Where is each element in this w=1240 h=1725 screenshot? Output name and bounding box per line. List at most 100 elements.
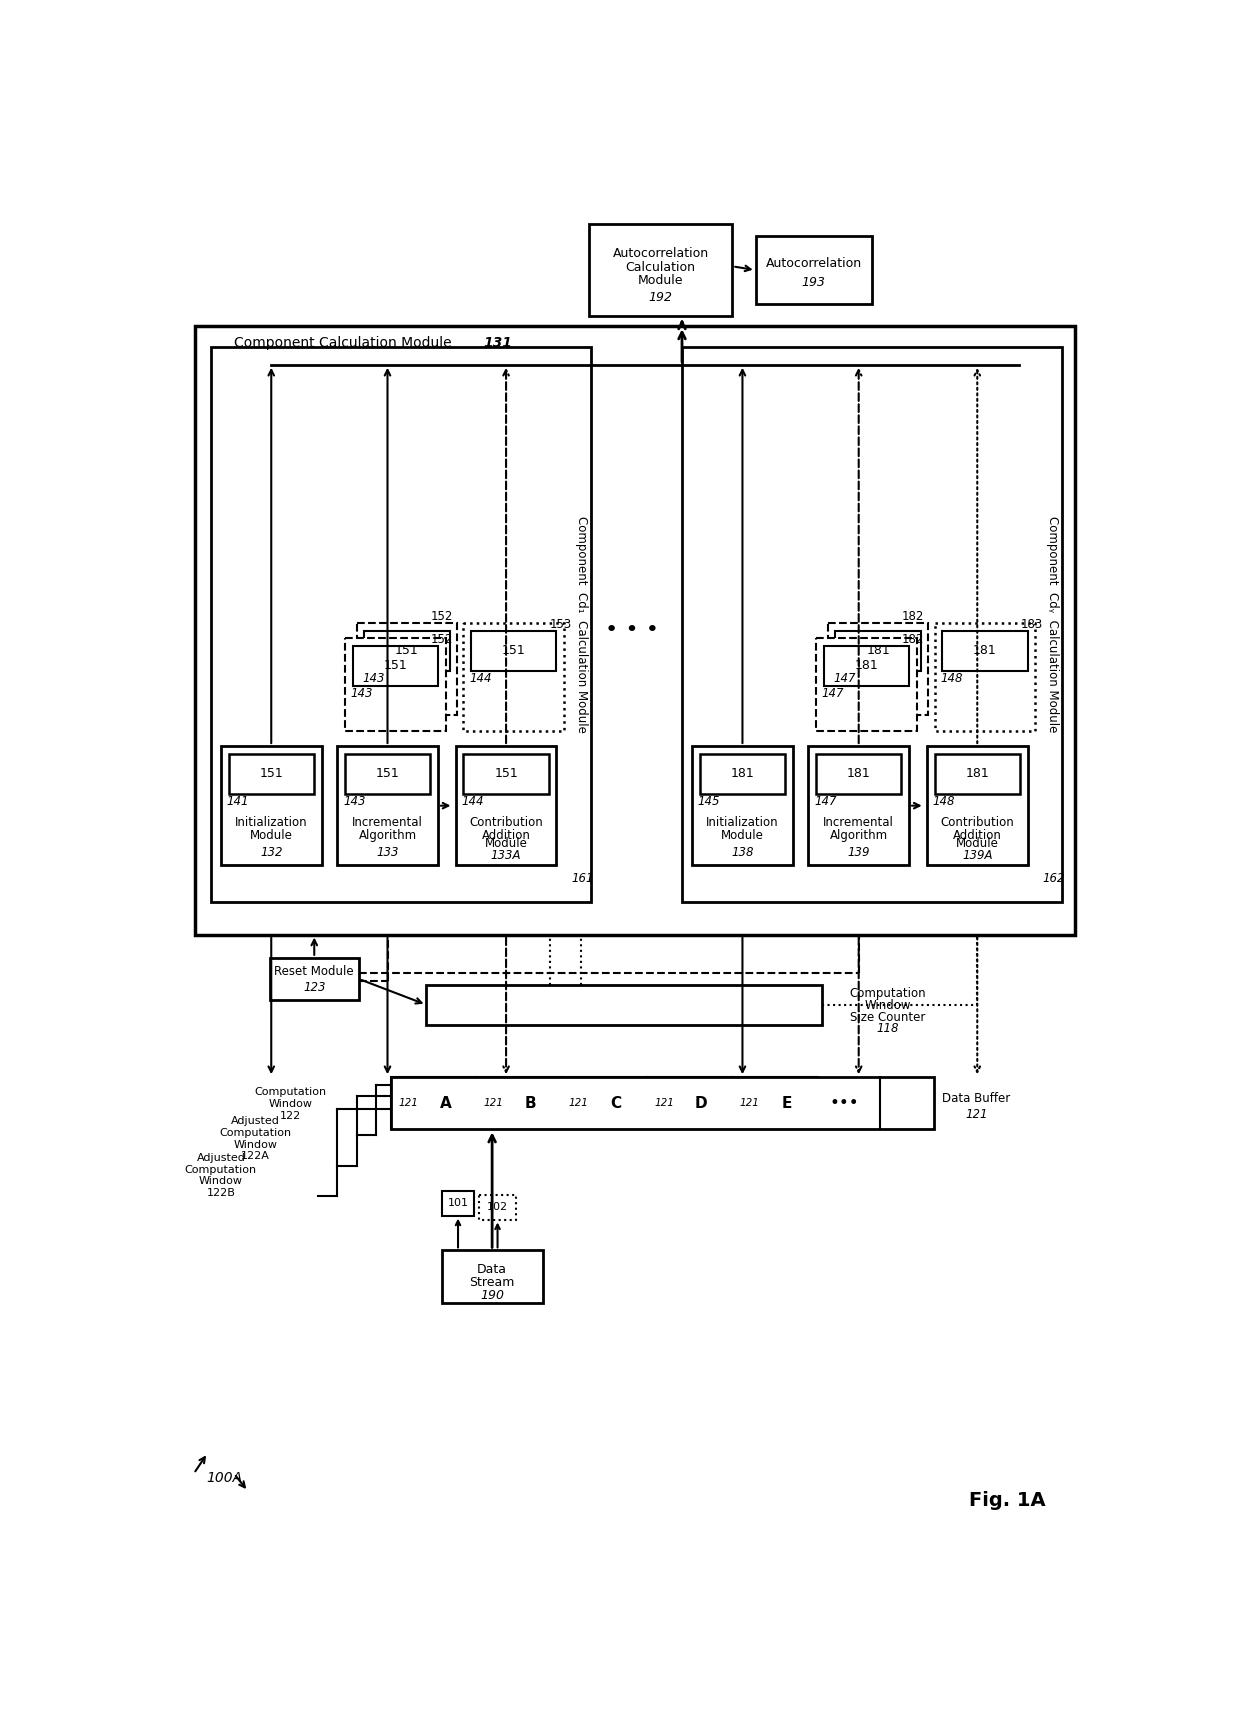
Bar bbox=[589, 224, 733, 316]
Text: E: E bbox=[781, 1095, 792, 1111]
Text: 193: 193 bbox=[802, 276, 826, 290]
Text: 144: 144 bbox=[461, 795, 484, 807]
Text: 181: 181 bbox=[847, 768, 870, 780]
Text: Autocorrelation: Autocorrelation bbox=[765, 257, 862, 269]
Text: 190: 190 bbox=[480, 1289, 505, 1301]
Text: 147: 147 bbox=[833, 671, 856, 685]
Bar bbox=[699, 754, 785, 794]
Text: 145: 145 bbox=[698, 795, 720, 807]
Text: 182: 182 bbox=[901, 611, 924, 623]
Bar bbox=[816, 638, 916, 731]
Text: 148: 148 bbox=[932, 795, 955, 807]
Text: 121: 121 bbox=[965, 1107, 988, 1121]
Bar bbox=[935, 754, 1019, 794]
Bar bbox=[441, 1251, 543, 1302]
Text: 133A: 133A bbox=[491, 849, 521, 862]
Text: Algorithm: Algorithm bbox=[358, 828, 417, 842]
Text: Initialization: Initialization bbox=[234, 816, 308, 830]
Text: Module: Module bbox=[720, 828, 764, 842]
Bar bbox=[935, 623, 1035, 731]
Text: 121: 121 bbox=[655, 1099, 675, 1107]
Text: Data: Data bbox=[477, 1263, 507, 1276]
Bar bbox=[221, 745, 321, 866]
Text: 100A: 100A bbox=[207, 1470, 243, 1485]
Text: 121: 121 bbox=[739, 1099, 759, 1107]
Text: 121: 121 bbox=[569, 1099, 589, 1107]
Text: 152: 152 bbox=[430, 611, 453, 623]
Text: 143: 143 bbox=[351, 687, 373, 700]
Bar bbox=[926, 745, 1028, 866]
Bar bbox=[427, 985, 821, 1025]
Text: Component  Cd₁  Calculation Module: Component Cd₁ Calculation Module bbox=[575, 516, 588, 733]
Bar bbox=[836, 631, 920, 671]
Bar bbox=[692, 745, 792, 866]
Text: 182: 182 bbox=[901, 633, 924, 647]
Text: 151: 151 bbox=[396, 643, 419, 657]
Text: 151: 151 bbox=[502, 643, 526, 657]
Text: 151: 151 bbox=[376, 768, 399, 780]
Bar bbox=[464, 754, 549, 794]
Text: Stream: Stream bbox=[470, 1276, 515, 1289]
Text: Adjusted
Computation
Window
122A: Adjusted Computation Window 122A bbox=[219, 1116, 291, 1161]
Text: Computation: Computation bbox=[849, 987, 926, 1000]
Bar bbox=[392, 1076, 476, 1130]
Bar bbox=[337, 745, 438, 866]
Bar bbox=[392, 1076, 934, 1130]
Text: •••: ••• bbox=[830, 1094, 859, 1113]
Text: 123: 123 bbox=[303, 980, 326, 994]
Text: B: B bbox=[525, 1095, 537, 1111]
Text: Data Buffer: Data Buffer bbox=[942, 1092, 1011, 1106]
Text: C: C bbox=[610, 1095, 621, 1111]
Text: 151: 151 bbox=[495, 768, 518, 780]
Text: Size Counter: Size Counter bbox=[849, 1011, 925, 1023]
Text: 131: 131 bbox=[484, 336, 512, 350]
Text: 139: 139 bbox=[847, 845, 870, 859]
Text: 118: 118 bbox=[877, 1023, 899, 1035]
Text: 152: 152 bbox=[430, 633, 453, 647]
Text: Reset Module: Reset Module bbox=[274, 964, 355, 978]
Bar bbox=[357, 623, 458, 716]
Text: 153: 153 bbox=[549, 618, 572, 631]
Text: 148: 148 bbox=[940, 671, 963, 685]
Text: Fig. 1A: Fig. 1A bbox=[970, 1490, 1045, 1509]
Bar bbox=[196, 326, 1075, 935]
Text: Module: Module bbox=[956, 837, 998, 850]
Bar bbox=[755, 236, 872, 304]
Text: 161: 161 bbox=[572, 871, 594, 885]
Text: Module: Module bbox=[249, 828, 293, 842]
Text: Calculation: Calculation bbox=[626, 260, 696, 274]
Bar bbox=[464, 623, 564, 731]
Text: Module: Module bbox=[485, 837, 527, 850]
Bar bbox=[456, 745, 557, 866]
Text: Adjusted
Computation
Window
122B: Adjusted Computation Window 122B bbox=[185, 1154, 257, 1199]
Text: Module: Module bbox=[637, 274, 683, 288]
Text: 133: 133 bbox=[376, 845, 399, 859]
Text: Incremental: Incremental bbox=[823, 816, 894, 830]
Bar bbox=[562, 1076, 647, 1130]
Text: 143: 143 bbox=[343, 795, 366, 807]
Text: 151: 151 bbox=[383, 659, 407, 673]
Text: 101: 101 bbox=[448, 1199, 469, 1209]
Text: • • •: • • • bbox=[605, 621, 658, 640]
Text: 121: 121 bbox=[484, 1099, 503, 1107]
Bar bbox=[808, 745, 909, 866]
Bar bbox=[441, 1190, 474, 1216]
Text: Addition: Addition bbox=[481, 828, 531, 842]
Text: 181: 181 bbox=[973, 643, 997, 657]
Text: Window: Window bbox=[864, 999, 910, 1013]
Text: 141: 141 bbox=[227, 795, 249, 807]
Text: 151: 151 bbox=[259, 768, 283, 780]
Bar bbox=[942, 631, 1028, 671]
Text: 139A: 139A bbox=[962, 849, 992, 862]
Bar bbox=[352, 645, 438, 687]
Text: 181: 181 bbox=[854, 659, 878, 673]
Bar bbox=[345, 638, 445, 731]
Text: 143: 143 bbox=[362, 671, 384, 685]
Text: Contribution: Contribution bbox=[940, 816, 1014, 830]
Text: 162: 162 bbox=[1043, 871, 1065, 885]
Text: A: A bbox=[440, 1095, 451, 1111]
Text: 192: 192 bbox=[649, 290, 672, 304]
Text: Component  Cdᵧ  Calculation Module: Component Cdᵧ Calculation Module bbox=[1047, 516, 1059, 733]
Bar bbox=[828, 623, 929, 716]
Bar bbox=[682, 347, 1061, 902]
